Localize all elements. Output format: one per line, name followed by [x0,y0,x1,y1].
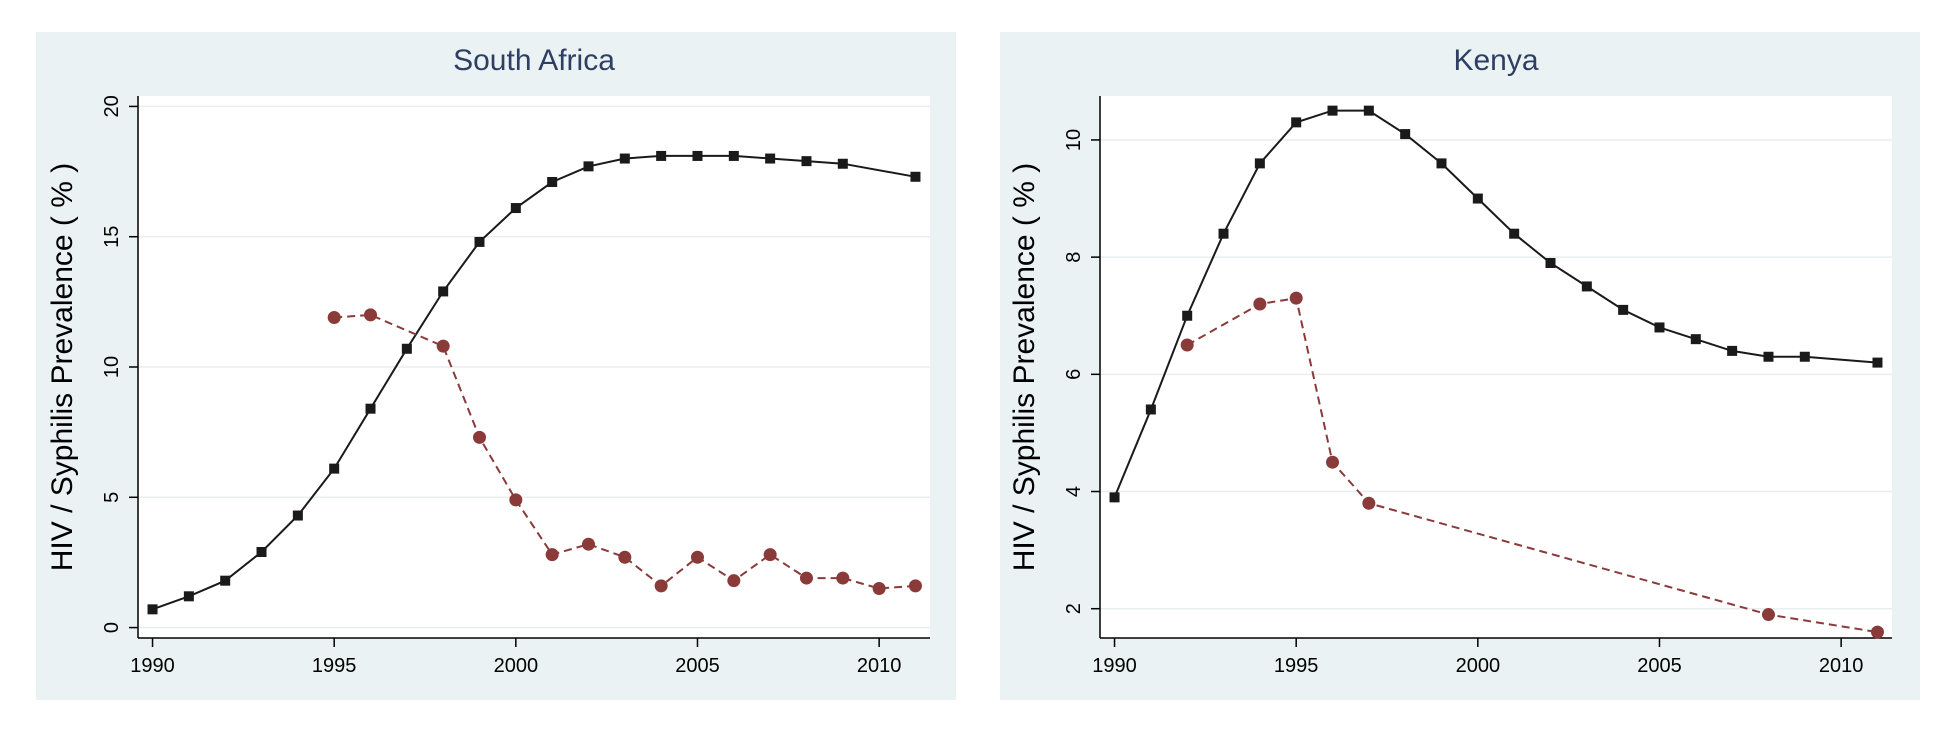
data-point-square [619,153,630,164]
data-point-square [765,153,776,164]
data-point-circle [473,430,487,444]
y-tick-label: 5 [101,492,123,503]
data-point-square [1291,117,1302,128]
y-tick-label: 10 [1063,129,1085,151]
data-point-square [365,403,376,414]
x-tick-label: 2010 [857,655,902,677]
data-point-square [692,150,703,161]
y-tick-label: 10 [101,356,123,378]
data-point-square [401,343,412,354]
data-point-square [1327,105,1338,116]
data-point-square [801,156,812,167]
data-point-circle [690,550,704,564]
data-point-circle [1870,625,1884,639]
data-point-square [220,575,231,586]
data-point-square [1618,304,1629,315]
data-point-square [1109,492,1120,503]
data-point-circle [836,571,850,585]
data-point-circle [1180,338,1194,352]
data-point-square [547,176,558,187]
data-point-square [1145,404,1156,415]
y-tick-label: 20 [101,95,123,117]
data-point-square [183,591,194,602]
data-point-square [728,150,739,161]
data-point-circle [1761,608,1775,622]
data-point-circle [364,308,378,322]
data-point-square [1363,105,1374,116]
data-point-square [1509,228,1520,239]
data-point-circle [1289,291,1303,305]
data-point-circle [727,574,741,588]
data-point-square [1254,158,1265,169]
data-point-square [1690,334,1701,345]
data-point-circle [436,339,450,353]
data-point-circle [908,579,922,593]
data-point-square [510,203,521,214]
x-tick-label: 2000 [494,655,539,677]
data-point-square [1472,193,1483,204]
data-point-square [1654,322,1665,333]
x-tick-label: 2010 [1819,655,1864,677]
data-point-square [1545,257,1556,268]
x-tick-label: 1990 [130,655,175,677]
data-point-square [329,463,340,474]
y-axis-label: HIV / Syphilis Prevalence ( % ) [46,163,79,571]
data-point-square [1727,345,1738,356]
data-point-square [1763,351,1774,362]
data-point-square [147,604,158,615]
data-point-circle [327,310,341,324]
x-tick-label: 2000 [1456,655,1501,677]
data-point-square [1581,281,1592,292]
plot-area [1100,96,1892,638]
data-point-circle [1362,496,1376,510]
y-axis-label: HIV / Syphilis Prevalence ( % ) [1008,163,1041,571]
x-tick-label: 1995 [312,655,357,677]
data-point-square [1799,351,1810,362]
kenya-chart: Kenya 2 4 6 8 10 1990 1995 2000 2005 2010 HIV / Syp… [1000,32,1920,700]
data-point-circle [545,548,559,562]
data-point-circle [581,537,595,551]
data-point-circle [763,548,777,562]
data-point-square [474,236,485,247]
x-tick-label: 1995 [1274,655,1319,677]
data-point-square [1182,310,1193,321]
data-point-square [1400,129,1411,140]
data-point-square [1872,357,1883,368]
series-line-1 [334,313,916,590]
data-point-circle [799,571,813,585]
data-point-circle [618,550,632,564]
y-tick-label: 4 [1063,486,1085,497]
x-tick-label: 1990 [1092,655,1137,677]
y-tick-label: 6 [1063,369,1085,380]
data-point-square [438,286,449,297]
data-point-circle [654,579,668,593]
data-point-square [583,161,594,172]
data-point-square [837,158,848,169]
chart-title: South Africa [453,44,615,77]
data-point-square [656,150,667,161]
y-tick-label: 0 [101,622,123,633]
data-point-square [910,171,921,182]
data-point-square [292,510,303,521]
y-tick-label: 8 [1063,252,1085,263]
south-africa-chart: South Africa 0 5 10 15 20 1990 1995 2000 2005 2010… [36,32,956,700]
data-point-circle [1326,455,1340,469]
x-tick-label: 2005 [1637,655,1682,677]
data-point-circle [1253,297,1267,311]
y-tick-label: 15 [101,226,123,248]
data-point-circle [509,493,523,507]
data-point-square [1218,228,1229,239]
chart-title: Kenya [1453,44,1538,77]
data-point-square [1436,158,1447,169]
y-tick-label: 2 [1063,603,1085,614]
data-point-circle [872,581,886,595]
x-tick-label: 2005 [675,655,720,677]
data-point-square [256,547,267,558]
